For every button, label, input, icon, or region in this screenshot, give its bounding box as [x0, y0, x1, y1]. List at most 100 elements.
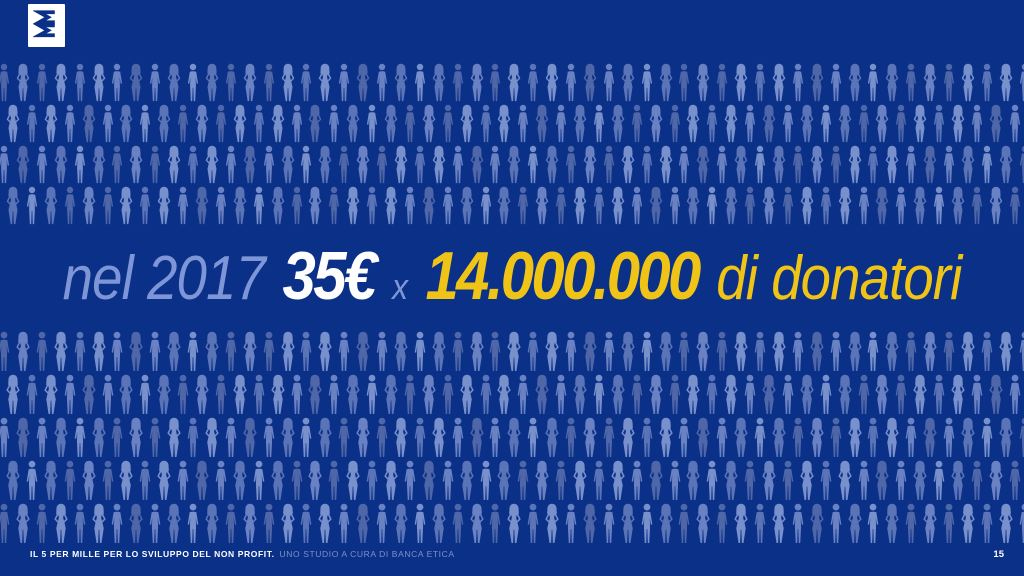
- person-icon: [527, 503, 539, 544]
- person-icon: [989, 186, 1003, 225]
- person-icon: [792, 417, 804, 458]
- person-icon: [452, 417, 463, 458]
- footer: IL 5 PER MILLE PER LO SVILUPPO DEL NON P…: [30, 544, 1004, 564]
- person-icon: [281, 145, 294, 184]
- person-icon: [414, 417, 426, 458]
- person-icon: [641, 63, 652, 102]
- person-icon: [112, 503, 123, 544]
- person-icon: [545, 145, 559, 184]
- person-icon: [187, 145, 199, 184]
- person-icon: [102, 460, 113, 501]
- person-icon: [346, 186, 360, 225]
- person-icon: [943, 331, 955, 372]
- person-icon: [555, 374, 567, 415]
- person-icon: [149, 417, 161, 458]
- person-icon: [301, 417, 312, 458]
- person-icon: [923, 145, 937, 184]
- person-icon: [792, 331, 804, 372]
- person-icon: [328, 460, 340, 501]
- person-icon: [187, 63, 199, 102]
- person-icon: [422, 104, 436, 143]
- page-number: 15: [993, 548, 1004, 560]
- crowd-band-top: [0, 63, 1024, 228]
- person-icon: [659, 63, 672, 102]
- person-icon: [195, 460, 209, 501]
- person-icon: [800, 104, 814, 143]
- person-icon: [649, 186, 662, 225]
- person-icon: [74, 145, 85, 184]
- headline: nel 2017 35€ x 14.000.000 di donatori: [61, 238, 963, 314]
- person-icon: [905, 331, 917, 372]
- person-icon: [26, 374, 38, 415]
- person-icon: [830, 63, 841, 102]
- person-icon: [981, 503, 993, 544]
- person-icon: [44, 460, 58, 501]
- person-icon: [1019, 331, 1024, 372]
- person-icon: [838, 104, 851, 143]
- person-icon: [913, 374, 927, 415]
- person-icon: [868, 503, 879, 544]
- person-icon: [356, 417, 370, 458]
- person-icon: [830, 503, 841, 544]
- person-icon: [384, 374, 398, 415]
- person-icon: [1009, 460, 1021, 501]
- person-icon: [0, 417, 10, 458]
- person-icon: [291, 186, 302, 225]
- person-icon: [707, 186, 718, 225]
- person-icon: [233, 460, 247, 501]
- person-icon: [280, 331, 295, 372]
- person-icon: [497, 186, 511, 225]
- person-icon: [754, 417, 766, 458]
- person-icon: [329, 186, 340, 225]
- person-icon: [81, 460, 96, 501]
- person-icon: [573, 460, 587, 501]
- person-icon: [432, 63, 446, 102]
- person-icon: [641, 417, 652, 458]
- person-icon: [772, 331, 786, 372]
- person-icon: [346, 460, 360, 501]
- person-icon: [648, 374, 663, 415]
- person-icon: [263, 63, 274, 102]
- person-icon: [119, 186, 133, 225]
- person-icon: [528, 63, 539, 102]
- person-icon: [782, 374, 794, 415]
- person-icon: [717, 145, 728, 184]
- person-icon: [205, 145, 219, 184]
- person-icon: [620, 331, 635, 372]
- person-icon: [167, 145, 181, 184]
- headline-amount: 35€: [282, 238, 378, 314]
- person-icon: [545, 503, 559, 544]
- person-icon: [896, 104, 907, 143]
- person-icon: [356, 503, 370, 544]
- person-icon: [53, 331, 68, 372]
- person-icon: [338, 331, 350, 372]
- person-icon: [762, 104, 776, 143]
- person-icon: [422, 186, 436, 225]
- person-icon: [951, 104, 965, 143]
- person-icon: [885, 417, 900, 458]
- person-icon: [233, 374, 247, 415]
- person-icon: [490, 417, 501, 458]
- person-icon: [573, 104, 587, 143]
- person-icon: [951, 186, 965, 225]
- person-icon: [593, 186, 604, 225]
- person-icon: [895, 374, 907, 415]
- person-icon: [943, 503, 955, 544]
- person-icon: [593, 460, 605, 501]
- person-icon: [338, 503, 350, 544]
- person-icon: [308, 374, 323, 415]
- person-icon: [696, 503, 711, 544]
- person-icon: [528, 145, 539, 184]
- person-icon: [225, 331, 237, 372]
- person-icon: [36, 503, 48, 544]
- person-icon: [149, 331, 161, 372]
- person-icon: [507, 63, 521, 102]
- person-icon: [339, 63, 350, 102]
- person-icon: [64, 460, 76, 501]
- person-icon: [91, 331, 106, 372]
- person-icon: [346, 104, 360, 143]
- person-icon: [215, 104, 226, 143]
- person-icon: [923, 503, 937, 544]
- person-icon: [961, 417, 975, 458]
- person-icon: [233, 186, 247, 225]
